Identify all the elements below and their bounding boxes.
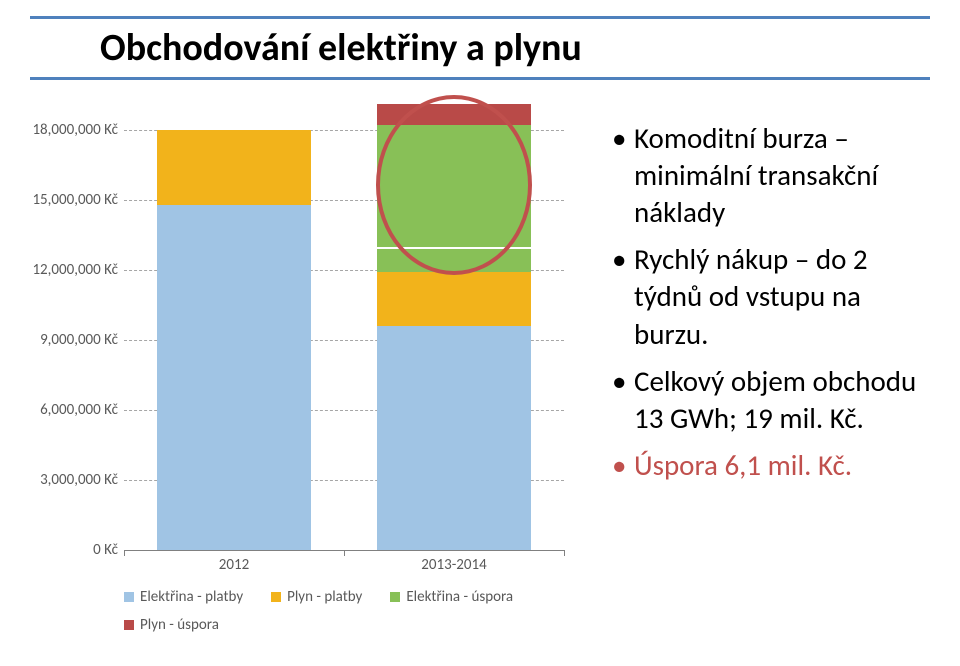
y-tick-label: 0 Kč bbox=[8, 541, 118, 559]
legend-swatch bbox=[124, 620, 134, 630]
legend-label: Elektřina - úspora bbox=[406, 588, 513, 606]
bar-segment-elek_platby bbox=[157, 205, 311, 550]
stacked-bar-chart: 0 Kč3,000,000 Kč6,000,000 Kč9,000,000 Kč… bbox=[24, 120, 584, 630]
bullet-item: Celkový objem obchodu 13 GWh; 19 mil. Kč… bbox=[610, 363, 940, 437]
legend-swatch bbox=[271, 592, 281, 602]
slide-title: Obchodování elektřiny a plynu bbox=[30, 25, 930, 71]
highlight-oval bbox=[376, 95, 532, 275]
legend-label: Plyn - platby bbox=[287, 588, 362, 606]
legend-swatch bbox=[390, 592, 400, 602]
title-block: Obchodování elektřiny a plynu bbox=[30, 16, 930, 80]
x-tick-label: 2012 bbox=[219, 556, 249, 574]
legend-item: Plyn - úspora bbox=[124, 616, 219, 634]
legend-label: Plyn - úspora bbox=[140, 616, 219, 634]
legend-item: Plyn - platby bbox=[271, 588, 362, 606]
bullet-item: Rychlý nákup – do 2 týdnů od vstupu na b… bbox=[610, 241, 940, 352]
x-tick bbox=[564, 550, 565, 556]
bullet-list: Komoditní burza – minimální transakční n… bbox=[610, 120, 940, 494]
bar-group bbox=[157, 130, 311, 550]
bar-segment-plyn_platby bbox=[157, 130, 311, 205]
y-tick-label: 6,000,000 Kč bbox=[8, 401, 118, 419]
y-tick-label: 18,000,000 Kč bbox=[8, 121, 118, 139]
title-rule-top bbox=[30, 16, 930, 19]
title-rule-bottom bbox=[30, 77, 930, 80]
bullet-item: Komoditní burza – minimální transakční n… bbox=[610, 120, 940, 231]
x-tick-label: 2013-2014 bbox=[421, 556, 486, 574]
legend: Elektřina - platby Plyn - platby Elektřina… bbox=[124, 588, 584, 634]
y-tick-label: 15,000,000 Kč bbox=[8, 191, 118, 209]
bar-segment-elek_platby bbox=[377, 326, 531, 550]
legend-label: Elektřina - platby bbox=[140, 588, 243, 606]
plot-area bbox=[124, 130, 564, 550]
x-tick bbox=[124, 550, 125, 556]
bullet-item: Úspora 6,1 mil. Kč. bbox=[610, 447, 940, 484]
bar-segment-plyn_platby bbox=[377, 272, 531, 326]
y-tick-label: 12,000,000 Kč bbox=[8, 261, 118, 279]
legend-item: Elektřina - platby bbox=[124, 588, 243, 606]
legend-item: Elektřina - úspora bbox=[390, 588, 513, 606]
y-tick-label: 9,000,000 Kč bbox=[8, 331, 118, 349]
x-tick bbox=[344, 550, 345, 556]
y-tick-label: 3,000,000 Kč bbox=[8, 471, 118, 489]
legend-swatch bbox=[124, 592, 134, 602]
